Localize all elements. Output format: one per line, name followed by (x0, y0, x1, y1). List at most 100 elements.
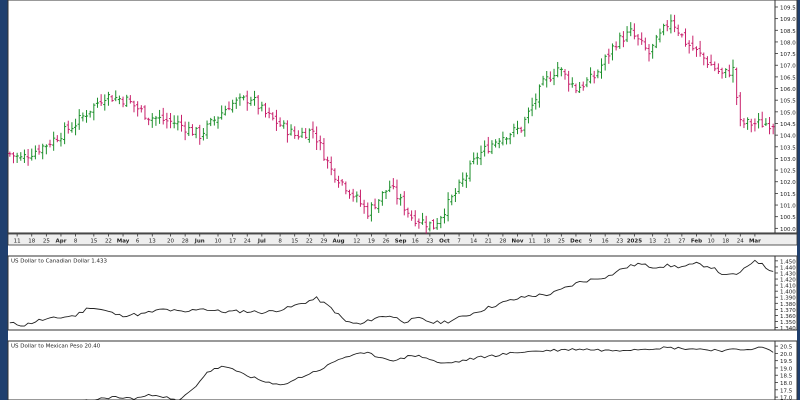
ohlc-bar (548, 71, 552, 83)
time-axis-label: 18 (722, 239, 729, 245)
ohlc-bar (227, 101, 231, 111)
time-axis-label: 23 (616, 239, 623, 245)
time-axis-label: 7 (457, 239, 461, 245)
time-axis-label: Jun (194, 239, 205, 245)
time-axis-label: Apr (56, 239, 67, 245)
ohlc-bar (409, 210, 414, 221)
ohlc-bar (136, 101, 140, 117)
ohlc-bar (713, 61, 717, 72)
ohlc-bar (95, 97, 100, 108)
ohlc-bar (150, 113, 154, 128)
ohlc-bar (289, 124, 293, 136)
price-panel-ytick-label: 107.5 (780, 52, 796, 58)
ohlc-bar (41, 143, 45, 160)
ohlc-bar (614, 41, 618, 51)
time-axis-label: 13 (149, 239, 156, 245)
ohlc-bar (99, 94, 103, 106)
time-axis-label: 25 (558, 239, 565, 245)
cad-panel-line (9, 259, 774, 327)
ohlc-bar (161, 107, 165, 125)
ohlc-bar (662, 23, 666, 36)
ohlc-bar (77, 109, 81, 130)
ohlc-bar (263, 102, 268, 118)
ohlc-bar (234, 97, 238, 109)
ohlc-bar (402, 191, 406, 216)
ohlc-bar (70, 122, 74, 133)
ohlc-bar (212, 116, 216, 126)
time-axis: 11 18 25 Apr 8 15 22 May 6 13 20 28 Jun 10 17 24 Jul 8 15 2… (7, 233, 798, 246)
ohlc-bar (245, 90, 249, 111)
ohlc-bar (300, 127, 304, 138)
ohlc-bar (63, 122, 67, 145)
ohlc-bar (103, 94, 107, 111)
mxn-panel-ytick-label: 19.0 (780, 366, 793, 372)
ohlc-bar (468, 160, 472, 182)
ohlc-bar (33, 145, 37, 160)
ohlc-bar (592, 70, 596, 84)
ohlc-bar (81, 112, 85, 122)
ohlc-bar (439, 215, 443, 229)
ohlc-bar (450, 194, 454, 206)
price-panel-ytick-label: 107.0 (780, 64, 796, 70)
ohlc-bar (220, 105, 224, 120)
ohlc-bar (198, 124, 202, 145)
ohlc-bar (691, 35, 695, 51)
ohlc-bar (399, 193, 403, 206)
ohlc-bar (742, 118, 746, 129)
ohlc-bar (767, 117, 772, 135)
ohlc-bar (307, 128, 311, 143)
price-panel-ytick-label: 101.5 (780, 192, 796, 198)
ohlc-bar (315, 126, 319, 151)
ohlc-bar (749, 118, 753, 133)
ohlc-bar (30, 148, 34, 161)
ohlc-bar (771, 123, 775, 135)
time-axis-label: 11 (14, 239, 21, 245)
price-panel-ytick-label: 109.0 (780, 17, 796, 23)
ohlc-bar (490, 140, 494, 155)
time-axis-label: 8 (74, 239, 78, 245)
time-axis-label: Jul (257, 239, 266, 245)
price-panel-ytick-label: 103.0 (780, 157, 796, 163)
ohlc-bar (588, 67, 593, 84)
cad-panel-ytick-label: 1.370 (780, 308, 796, 314)
ohlc-bar (347, 189, 352, 199)
ohlc-bar (424, 215, 428, 234)
time-axis-label: 16 (412, 239, 419, 245)
ohlc-bar (66, 120, 70, 134)
price-panel-ytick-label: 100.0 (780, 227, 796, 233)
ohlc-bar (537, 84, 542, 108)
ohlc-bar (515, 120, 520, 135)
price-panel-ytick-label: 103.5 (780, 145, 796, 151)
price-panel-ytick-label: 106.5 (780, 75, 796, 81)
ohlc-bar (282, 120, 286, 129)
time-axis-label: 28 (182, 239, 189, 245)
ohlc-bar (694, 46, 699, 57)
ohlc-bar (461, 172, 465, 187)
ohlc-bar (581, 81, 585, 91)
right-frame-bar (797, 0, 800, 400)
price-panel-ytick-label: 102.0 (780, 180, 796, 186)
ohlc-bar (475, 152, 479, 165)
ohlc-bar (530, 97, 534, 117)
ohlc-bar (366, 202, 370, 219)
ohlc-bar (11, 152, 16, 164)
price-panel-ytick-label: 105.5 (780, 99, 796, 105)
price-panel-ytick-label: 104.0 (780, 134, 796, 140)
ohlc-bar (26, 149, 30, 166)
time-axis-label: Feb (691, 239, 702, 245)
ohlc-bar (753, 118, 757, 132)
ohlc-bar (274, 109, 279, 131)
ohlc-bar (329, 156, 333, 176)
price-panel-ytick-label: 102.5 (780, 169, 796, 175)
ohlc-bar (497, 138, 501, 149)
mxn-panel: 17.0 17.518.018.5 19.019.520.020.5 US Dolla… (7, 340, 798, 400)
time-axis-label: Sep (395, 239, 407, 245)
ohlc-bar (333, 168, 337, 183)
ohlc-bar (559, 67, 563, 77)
ohlc-bar (676, 24, 680, 37)
ohlc-bar (508, 132, 512, 145)
ohlc-bar (252, 90, 257, 106)
ohlc-bar (442, 208, 447, 224)
ohlc-bar (322, 138, 326, 161)
ohlc-bar (420, 212, 425, 225)
